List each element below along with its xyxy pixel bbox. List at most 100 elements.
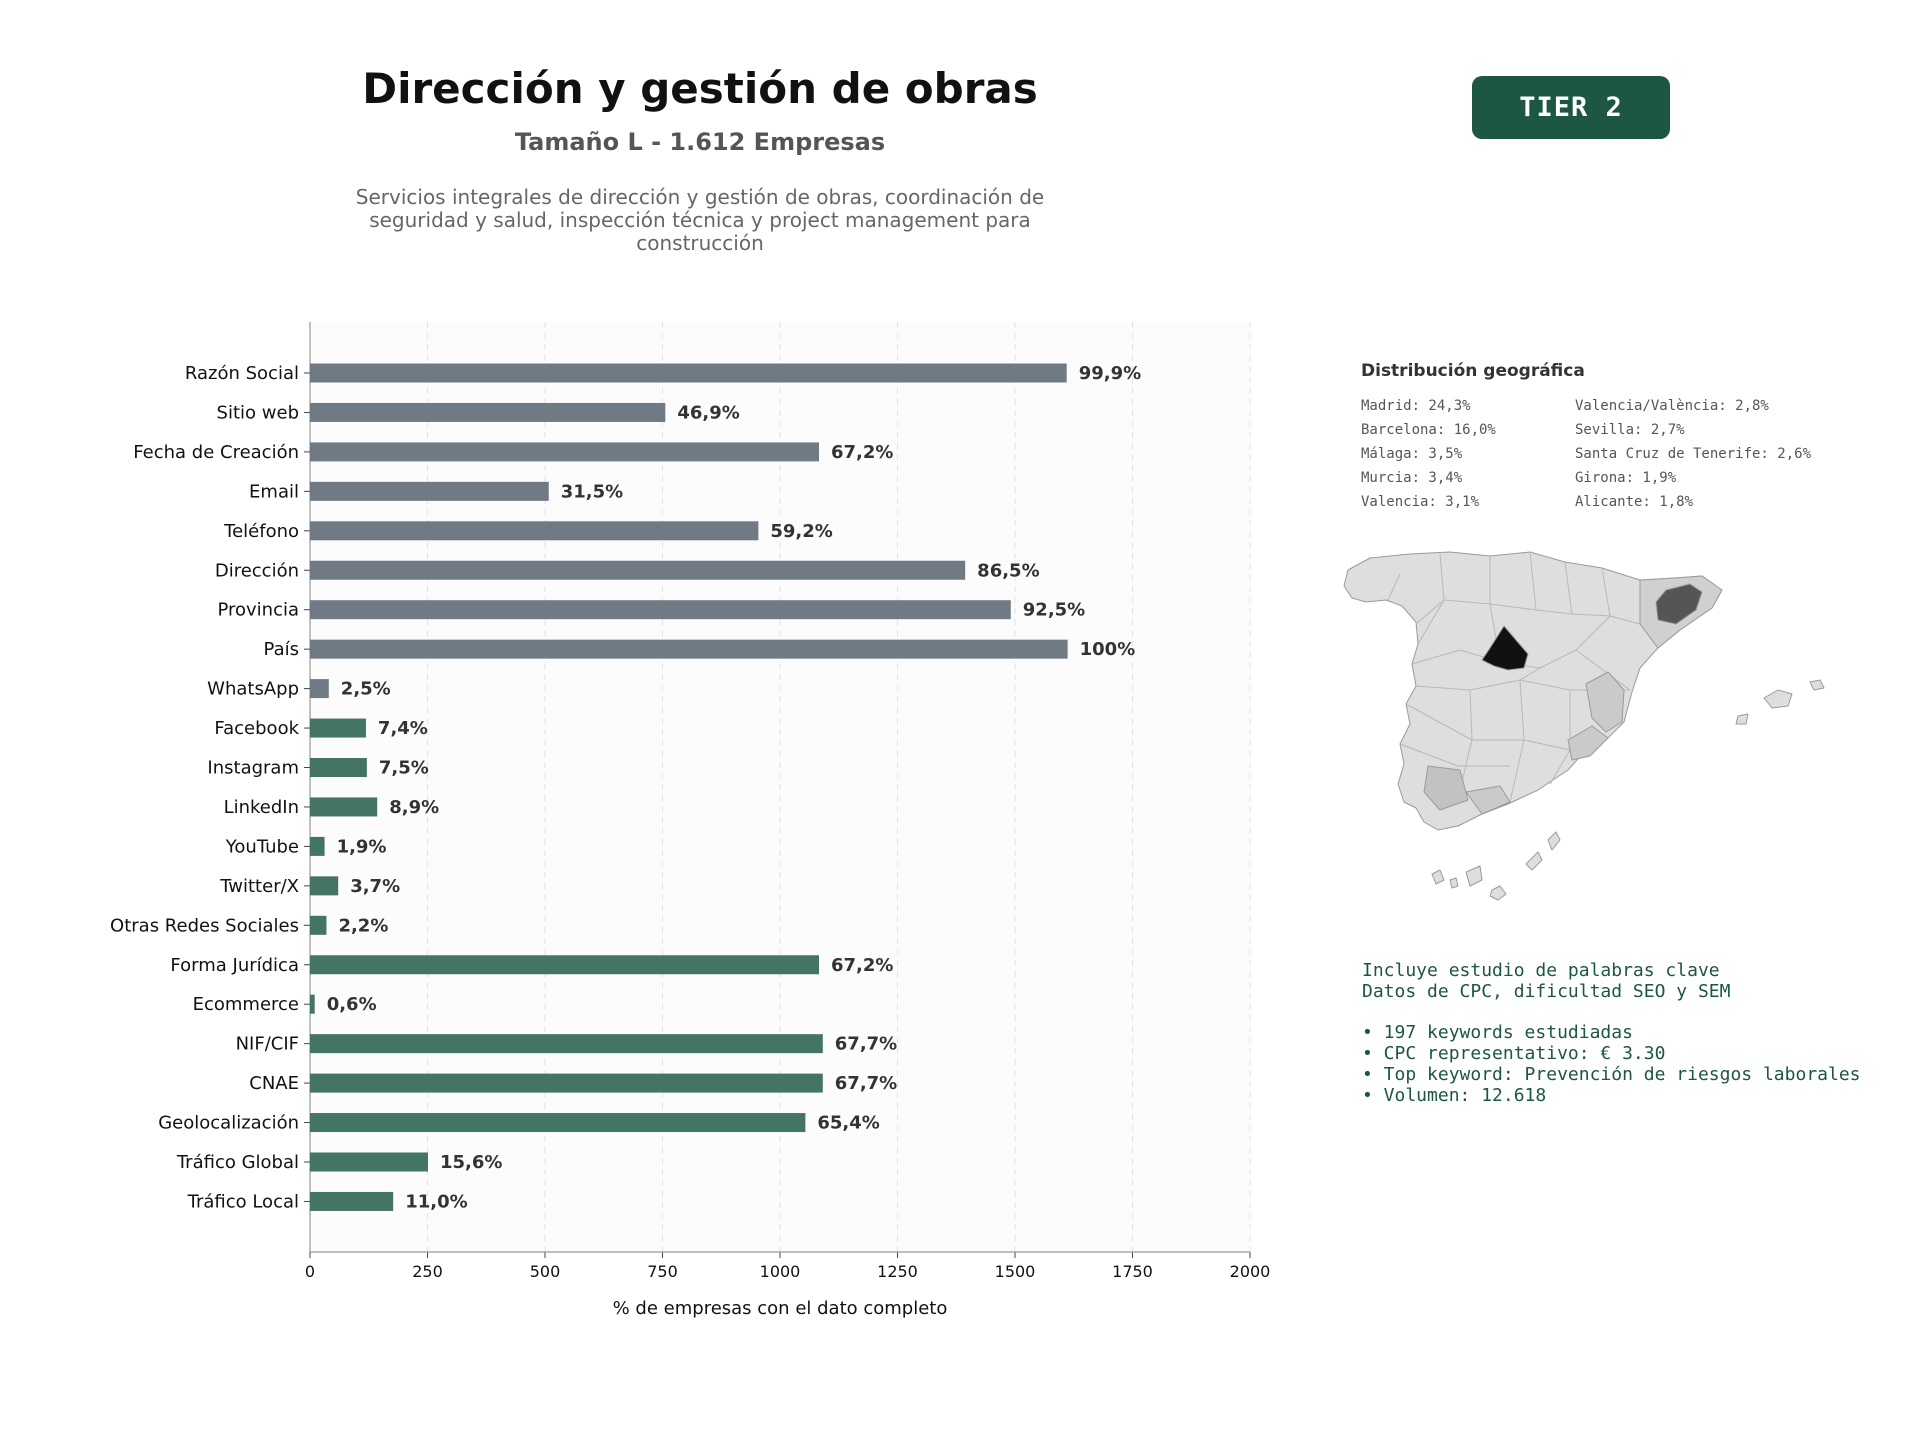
bar: [310, 442, 820, 462]
seo-bullet: • 197 keywords estudiadas: [1362, 1022, 1633, 1043]
bar: [310, 679, 329, 699]
category-label: Provincia: [217, 600, 299, 621]
bar: [310, 1034, 823, 1054]
bar: [310, 758, 367, 777]
seo-line: Incluye estudio de palabras clave: [1362, 960, 1720, 981]
category-label: Tráfico Global: [176, 1152, 299, 1173]
category-label: WhatsApp: [207, 679, 299, 700]
category-label: CNAE: [249, 1073, 299, 1094]
value-label: 67,7%: [835, 1034, 897, 1055]
geo-item: Valencia/València: 2,8%: [1575, 398, 1769, 414]
spain-choropleth-map: [1343, 551, 1825, 901]
bar: [310, 481, 549, 501]
value-label: 1,9%: [337, 836, 387, 857]
bar: [310, 1191, 394, 1211]
geo-item: Málaga: 3,5%: [1361, 446, 1463, 462]
x-tick-label: 1000: [760, 1262, 801, 1281]
x-tick-label: 1250: [877, 1262, 918, 1281]
bar: [310, 363, 1067, 383]
geo-item: Sevilla: 2,7%: [1575, 422, 1685, 438]
value-label: 11,0%: [405, 1191, 467, 1212]
category-label: YouTube: [225, 836, 299, 857]
category-label: Razón Social: [185, 363, 299, 384]
category-label: Ecommerce: [193, 994, 299, 1015]
category-label: LinkedIn: [224, 797, 299, 818]
bar: [310, 836, 325, 856]
bar: [310, 915, 327, 935]
category-label: Geolocalización: [158, 1113, 299, 1134]
category-label: Tráfico Local: [187, 1191, 299, 1212]
geo-item: Murcia: 3,4%: [1361, 470, 1463, 486]
geo-item: Girona: 1,9%: [1575, 470, 1677, 486]
geo-item: Santa Cruz de Tenerife: 2,6%: [1575, 446, 1812, 462]
value-label: 31,5%: [561, 481, 623, 502]
bar: [310, 1152, 428, 1172]
x-axis-label: % de empresas con el dato completo: [613, 1298, 948, 1319]
value-label: 8,9%: [389, 797, 439, 818]
page-subtitle: Tamaño L - 1.612 Empresas: [514, 128, 886, 156]
completeness-bar-chart: 0 250 500 750 1000 1250 1500 1750 2000 Razón Soci…: [110, 322, 1271, 1319]
category-label: Forma Jurídica: [170, 955, 299, 976]
bar: [310, 718, 366, 738]
category-label: Twitter/X: [219, 876, 299, 897]
tier-badge: TIER 2: [1472, 76, 1670, 139]
category-label: Otras Redes Sociales: [110, 915, 299, 936]
geo-distribution-title: Distribución geográfica: [1361, 361, 1585, 381]
bar: [310, 639, 1068, 659]
geo-item: Valencia: 3,1%: [1361, 494, 1480, 510]
barcelona-province: [1655, 583, 1703, 625]
x-tick-label: 2000: [1230, 1262, 1271, 1281]
category-label: Teléfono: [223, 521, 299, 542]
bar: [310, 600, 1011, 620]
seo-line: Datos de CPC, dificultad SEO y SEM: [1362, 981, 1731, 1002]
geo-item: Barcelona: 16,0%: [1361, 422, 1496, 438]
value-label: 67,7%: [835, 1073, 897, 1094]
value-label: 65,4%: [817, 1113, 879, 1134]
value-label: 0,6%: [327, 994, 377, 1015]
x-tick-label: 250: [412, 1262, 443, 1281]
value-label: 2,2%: [338, 915, 388, 936]
value-label: 7,5%: [379, 758, 429, 779]
category-label: País: [264, 639, 299, 660]
value-label: 7,4%: [378, 718, 428, 739]
category-label: Email: [249, 481, 299, 502]
value-label: 99,9%: [1079, 363, 1141, 384]
bar: [310, 994, 315, 1014]
seo-bullet: • CPC representativo: € 3.30: [1362, 1043, 1666, 1064]
geo-distribution-list: Madrid: 24,3% Valencia/València: 2,8% Ba…: [1361, 398, 1881, 510]
value-label: 15,6%: [440, 1152, 502, 1173]
value-label: 92,5%: [1023, 600, 1085, 621]
value-label: 59,2%: [770, 521, 832, 542]
value-label: 3,7%: [350, 876, 400, 897]
seo-bullet: • Top keyword: Prevención de riesgos lab…: [1362, 1064, 1861, 1085]
value-label: 67,2%: [831, 955, 893, 976]
mainland-map: [1343, 551, 1723, 831]
page-title: Dirección y gestión de obras: [362, 64, 1038, 113]
seo-info-block: Incluye estudio de palabras clave Datos …: [1362, 960, 1920, 1106]
category-label: Sitio web: [217, 402, 299, 423]
category-label: Facebook: [214, 718, 299, 739]
category-label: NIF/CIF: [236, 1034, 299, 1055]
bar: [310, 876, 339, 896]
seo-bullet: • Volumen: 12.618: [1362, 1085, 1547, 1106]
bar: [310, 1113, 806, 1133]
x-tick-label: 1500: [995, 1262, 1036, 1281]
value-label: 86,5%: [977, 560, 1039, 581]
bar: [310, 955, 820, 975]
bar: [310, 402, 666, 422]
category-label: Fecha de Creación: [133, 442, 299, 463]
category-label: Instagram: [207, 758, 299, 779]
value-label: 46,9%: [677, 402, 739, 423]
value-label: 67,2%: [831, 442, 893, 463]
x-tick-label: 500: [530, 1262, 561, 1281]
x-tick-label: 750: [647, 1262, 678, 1281]
geo-item: Alicante: 1,8%: [1575, 494, 1694, 510]
bar: [310, 797, 378, 817]
geo-item: Madrid: 24,3%: [1361, 398, 1471, 414]
category-label: Dirección: [215, 560, 299, 581]
x-tick-label: 1750: [1112, 1262, 1153, 1281]
value-label: 100%: [1080, 639, 1136, 660]
bar: [310, 560, 966, 580]
value-label: 2,5%: [341, 679, 391, 700]
bar: [310, 521, 759, 541]
